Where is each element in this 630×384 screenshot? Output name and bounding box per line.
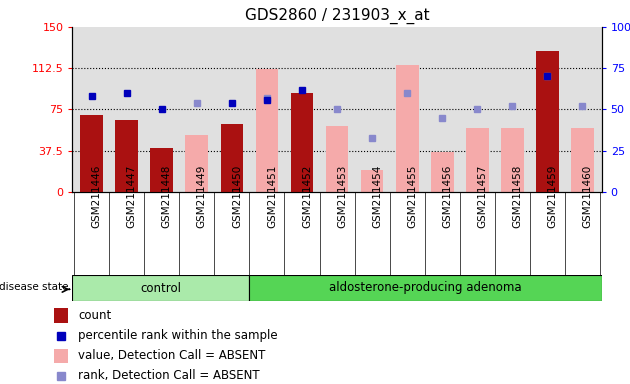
Text: GSM211457: GSM211457 (478, 164, 487, 228)
Text: value, Detection Call = ABSENT: value, Detection Call = ABSENT (78, 349, 265, 362)
Text: GSM211453: GSM211453 (337, 164, 347, 228)
Text: GSM211452: GSM211452 (302, 164, 312, 228)
Title: GDS2860 / 231903_x_at: GDS2860 / 231903_x_at (244, 8, 430, 24)
Bar (396, 65, 418, 192)
Bar (54, 308, 69, 323)
Text: GSM211454: GSM211454 (372, 164, 382, 228)
Bar (220, 124, 243, 192)
Bar (466, 128, 489, 192)
Text: GSM211449: GSM211449 (197, 164, 207, 228)
Text: aldosterone-producing adenoma: aldosterone-producing adenoma (329, 281, 522, 295)
Bar (81, 115, 103, 192)
Text: percentile rank within the sample: percentile rank within the sample (78, 329, 278, 342)
Text: GSM211451: GSM211451 (267, 164, 277, 228)
Bar (290, 93, 313, 192)
Text: GSM211448: GSM211448 (162, 164, 172, 228)
Bar (536, 51, 559, 192)
Bar (249, 275, 602, 301)
Text: GSM211459: GSM211459 (547, 164, 558, 228)
Bar (571, 128, 593, 192)
Bar (501, 128, 524, 192)
Text: control: control (140, 281, 181, 295)
Bar (256, 69, 278, 192)
Text: GSM211450: GSM211450 (232, 164, 242, 228)
Text: GSM211455: GSM211455 (407, 164, 417, 228)
Text: GSM211446: GSM211446 (92, 164, 101, 228)
Bar (326, 126, 348, 192)
Text: GSM211456: GSM211456 (442, 164, 452, 228)
Text: GSM211447: GSM211447 (127, 164, 137, 228)
Text: GSM211458: GSM211458 (512, 164, 522, 228)
Bar (54, 349, 69, 363)
Text: disease state: disease state (0, 281, 69, 292)
Bar (151, 148, 173, 192)
Bar (115, 121, 138, 192)
Bar (431, 152, 454, 192)
Bar (72, 275, 249, 301)
Bar (185, 135, 209, 192)
Bar (361, 170, 384, 192)
Text: GSM211460: GSM211460 (582, 164, 592, 228)
Text: count: count (78, 309, 112, 322)
Text: rank, Detection Call = ABSENT: rank, Detection Call = ABSENT (78, 369, 260, 382)
